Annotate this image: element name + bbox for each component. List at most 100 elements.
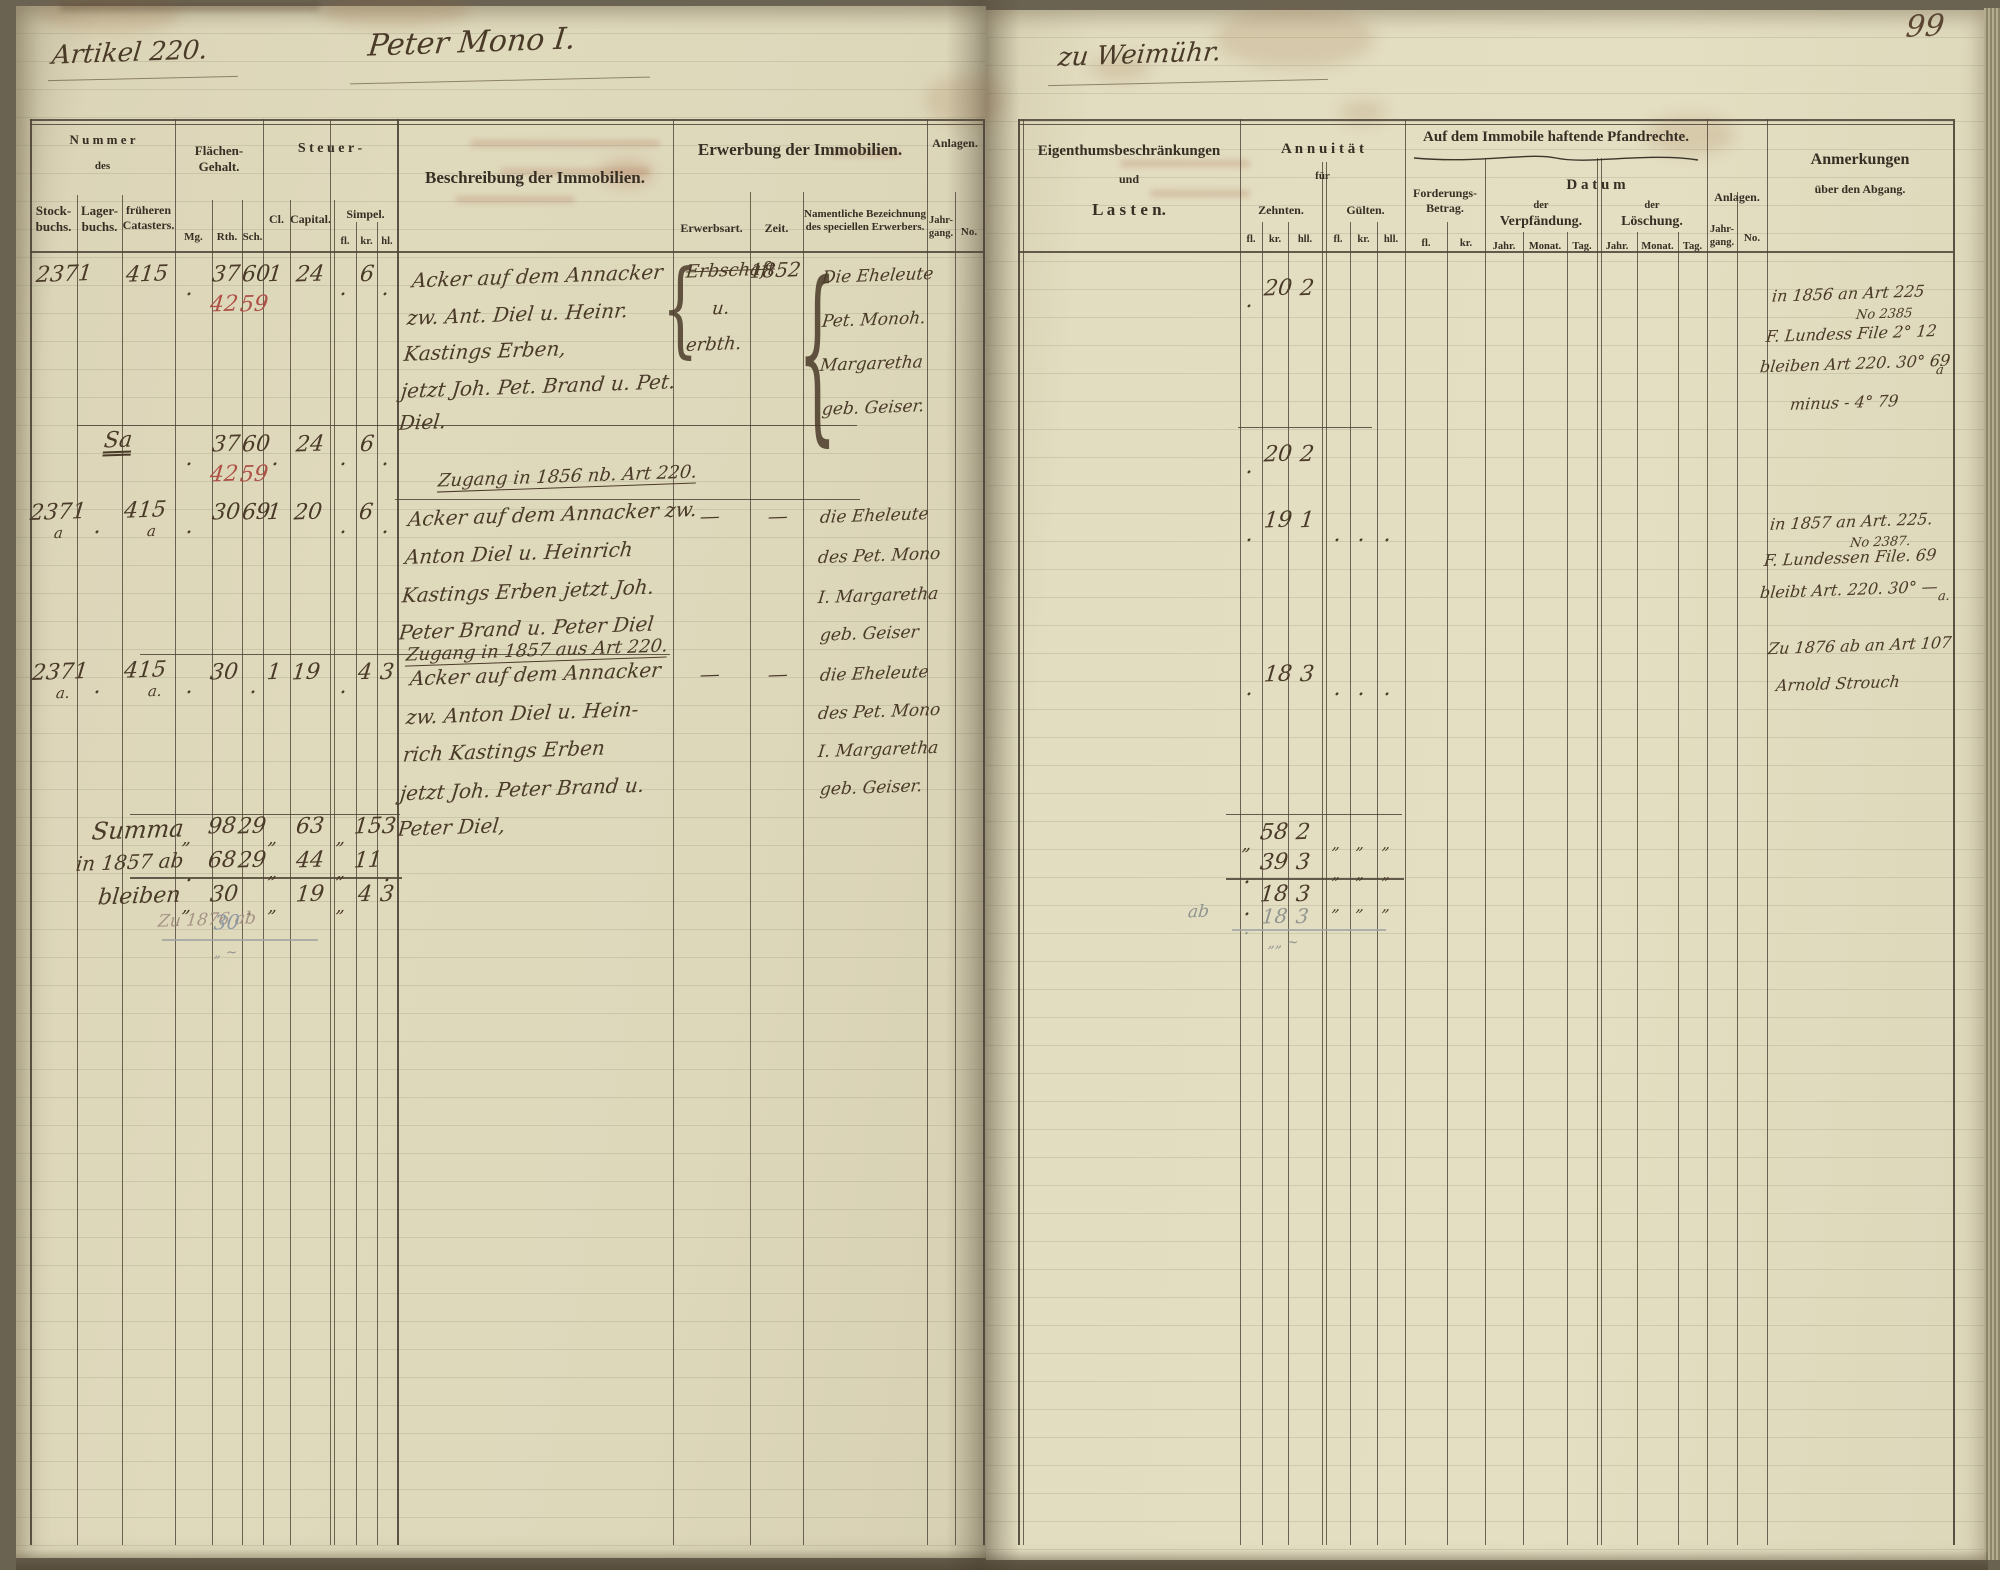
entry-erwerber: I. Margaretha (817, 737, 940, 763)
entry-cl: 1 (265, 499, 283, 526)
entry-anmerkung: No 2385 (1855, 305, 1914, 324)
foxing-spot (1215, 8, 1375, 68)
entry-annuitaet-kr: 18 (1262, 661, 1294, 688)
entry-anmerkung: a (1935, 362, 1945, 379)
brace-decoration: { (798, 242, 837, 463)
summary-cl: „ (266, 827, 279, 850)
entry-erwerber: geb. Geiser (819, 622, 920, 646)
grid-line (1707, 119, 1708, 1545)
entry-erwerber: des Pet. Mono (817, 543, 942, 569)
col-header-anmerkungen: Anmerkungen (1810, 151, 1910, 168)
col-header-anlagen-r: Anlagen. (1714, 190, 1760, 204)
col-header-g-fl: fl. (1333, 234, 1343, 245)
col-header-g-kr: kr. (1357, 234, 1370, 245)
entry-cataster: 415 (122, 497, 168, 524)
grid-line (1288, 222, 1289, 1545)
col-header-v-tag: Tag. (1572, 241, 1592, 252)
col-header-no-r: No. (1743, 232, 1761, 244)
pencil-marks: „„ ~ (1267, 934, 1300, 952)
col-header-des: des (94, 160, 111, 172)
grid-line (1405, 119, 1406, 1545)
grid-line (1597, 158, 1598, 1545)
entry-stockbuch: 2371 (28, 498, 88, 527)
summary-hl: 3 (380, 813, 398, 840)
entry-kr: 6 (357, 499, 375, 526)
entry-description: Peter Diel, (396, 813, 507, 841)
grid-line (1447, 222, 1448, 1545)
grid-line (1018, 119, 1020, 1545)
row-separator (77, 425, 857, 426)
entry-rth: 30 (208, 659, 240, 686)
row-separator (395, 499, 860, 500)
col-header-abgang: über den Abgang. (1814, 182, 1906, 196)
col-header-anlagen: Anlagen. (932, 136, 978, 150)
article-title: Artikel 220. (50, 35, 210, 71)
grid-line (1601, 158, 1602, 1545)
col-header-v-jahr: Jahr. (1492, 241, 1516, 252)
summary-g1: „ (1331, 895, 1342, 916)
summary-fl: „ (334, 895, 347, 918)
grid-line (77, 195, 78, 1545)
entry-sch: 60 (240, 431, 272, 458)
col-header-f-fl: fl. (1421, 238, 1431, 249)
col-header-mg: Mg. (184, 231, 203, 243)
grid-line (290, 200, 291, 1545)
entry-cl: 1 (265, 659, 283, 686)
col-header-cl: Cl. (269, 212, 284, 226)
col-header-z-hll: hll. (1297, 234, 1313, 245)
grid-line (983, 119, 985, 1545)
summary-rule (1226, 878, 1404, 880)
col-header-lasten: L a s t e n. (1092, 200, 1166, 219)
col-header-fl: fl. (340, 236, 350, 247)
entry-cataster-sub: a. (147, 681, 163, 701)
summary-pencil-value: 30 (212, 909, 241, 935)
summary-rule (130, 877, 402, 879)
entry-erwerber: Die Eheleute (821, 264, 935, 288)
entry-erwerber: Pet. Monoh. (821, 308, 927, 332)
col-header-guelten: Gülten. (1346, 203, 1385, 217)
entry-kr: 6 (358, 261, 376, 288)
entry-hl: 3 (378, 659, 396, 686)
col-header-eigenthum: Eigenthumsbeschränkungen (1037, 143, 1221, 159)
col-header-annuitaet: A n n u i t ä t (1281, 141, 1364, 157)
col-header-sch: Sch. (242, 231, 263, 243)
col-header-cataster: früheren Catasters. (122, 203, 175, 232)
col-header-rth: Rth. (216, 231, 238, 243)
summary-pencil-hll: 3 (1294, 903, 1310, 929)
col-header-loeschung: Löschung. (1621, 214, 1683, 229)
grid-line (30, 119, 32, 1545)
grid-line (30, 119, 983, 121)
grid-line (1767, 119, 1768, 1545)
entry-cataster: 415 (122, 657, 168, 684)
summary-label: bleiben (96, 882, 182, 911)
summary-rth: 68 (206, 847, 238, 874)
summary-ann-kr: 39 (1258, 849, 1290, 876)
grid-line (1485, 158, 1486, 1545)
ink-bleed-ghost (455, 196, 575, 203)
grid-line (1737, 192, 1738, 1545)
entry-zeit-dash: — (766, 503, 790, 529)
entry-stockbuch-sub: a (53, 523, 64, 543)
entry-rth: 37 (210, 261, 242, 288)
col-header-namentlich: Namentliche Bezeichnung des speciellen E… (804, 208, 926, 234)
col-header-l-tag: Tag. (1682, 241, 1703, 252)
grid-line (30, 251, 983, 253)
entry-description: rich Kastings Erben (401, 735, 607, 767)
summary-g3: „ (1381, 863, 1392, 884)
entry-annuitaet-hll: 2 (1298, 441, 1316, 468)
grid-line (397, 119, 399, 1545)
entry-capital: 20 (292, 499, 324, 526)
entry-zeit-dash: — (766, 661, 790, 687)
place-title: zu Weimühr. (1056, 37, 1223, 73)
grid-line (1240, 119, 1241, 1545)
entry-erwerbsart: erbth. (684, 332, 743, 357)
entry-erwerbsart-dash: — (698, 503, 722, 529)
entry-description: Kastings Erben, (402, 336, 568, 366)
summary-fl: „ (334, 827, 347, 850)
summary-g1: „ (1331, 863, 1342, 884)
grid-line (377, 222, 378, 1545)
grid-line (30, 124, 983, 125)
entry-capital: 24 (294, 261, 326, 288)
col-header-der-v: der (1533, 200, 1549, 211)
